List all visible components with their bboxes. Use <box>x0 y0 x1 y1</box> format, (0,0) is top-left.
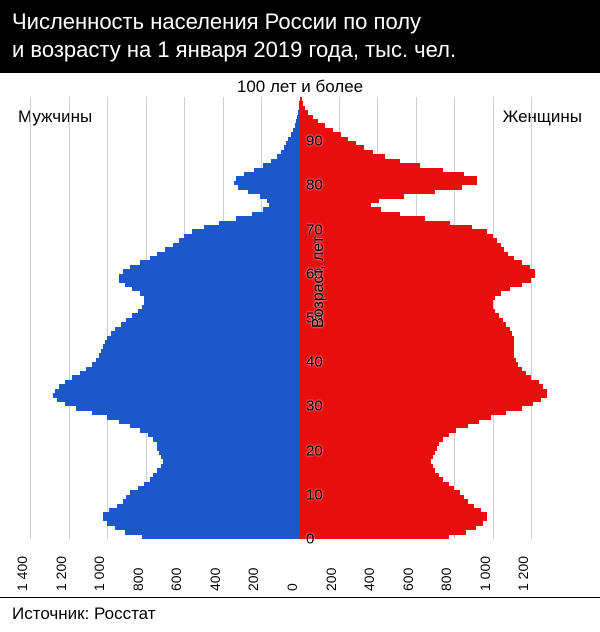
y-tick: 80 <box>306 177 323 194</box>
x-axis-ticks: 1 4001 2001 0008006004002000200400600800… <box>30 539 570 597</box>
x-tick: 200 <box>245 568 261 591</box>
source-label: Источник: Росстат <box>0 597 600 632</box>
x-tick: 400 <box>207 568 223 591</box>
y-tick: 40 <box>306 354 323 371</box>
x-tick: 200 <box>323 568 339 591</box>
x-tick: 1 000 <box>91 556 107 591</box>
y-tick: 0 <box>306 531 314 548</box>
y-tick: 20 <box>306 442 323 459</box>
y-tick: 30 <box>306 398 323 415</box>
x-tick: 800 <box>438 568 454 591</box>
top-age-label: 100 лет и более <box>0 77 600 97</box>
y-tick: 90 <box>306 133 323 150</box>
x-tick: 600 <box>400 568 416 591</box>
title-line-1: Численность населения России по полу <box>12 8 588 36</box>
chart-area: 100 лет и более Мужчины Женщины 01020304… <box>0 73 600 597</box>
x-tick: 400 <box>361 568 377 591</box>
plot-region: 0102030405060708090 Возраст, лет <box>30 97 570 539</box>
x-tick: 1 200 <box>515 556 531 591</box>
x-tick: 600 <box>168 568 184 591</box>
x-tick: 1 000 <box>477 556 493 591</box>
x-tick: 1 200 <box>53 556 69 591</box>
pyramid-bars <box>30 97 570 539</box>
y-axis-label: Возраст, лет <box>310 236 328 328</box>
y-tick: 10 <box>306 486 323 503</box>
x-tick: 0 <box>284 583 300 591</box>
chart-title: Численность населения России по полу и в… <box>0 0 600 73</box>
population-pyramid-figure: Численность населения России по полу и в… <box>0 0 600 632</box>
x-tick: 1 400 <box>14 556 30 591</box>
x-tick: 800 <box>130 568 146 591</box>
title-line-2: и возрасту на 1 января 2019 года, тыс. ч… <box>12 36 588 64</box>
